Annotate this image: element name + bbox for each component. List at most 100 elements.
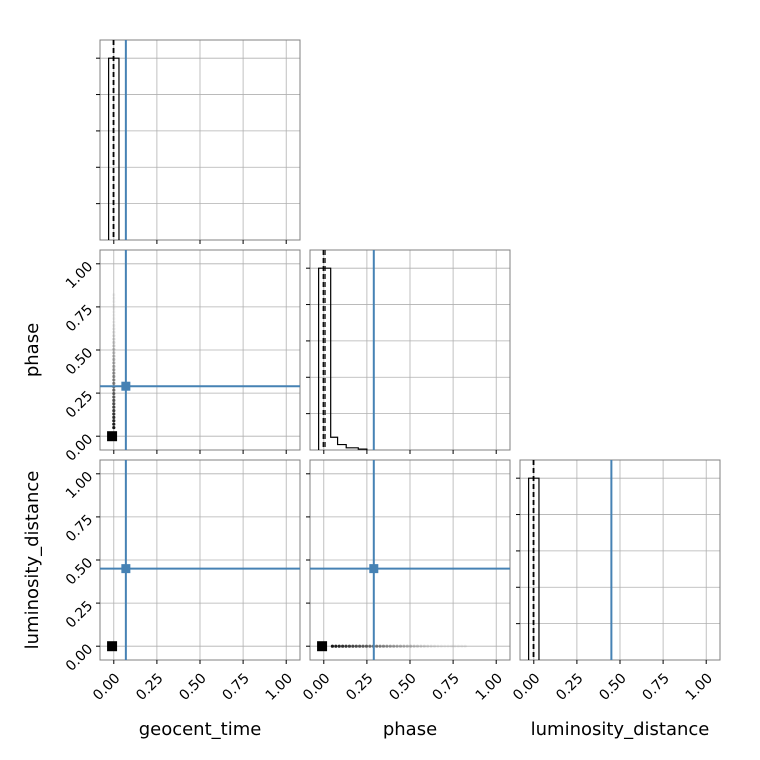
scatter-sample (112, 330, 116, 334)
scatter-sample (419, 644, 423, 648)
y-tick-label: 0.50 (63, 555, 96, 588)
scatter-sample (112, 340, 116, 345)
scatter-sample (358, 644, 362, 648)
truth-marker (121, 564, 131, 574)
x-tick-label: 0.00 (300, 670, 333, 703)
scatter-sample (402, 644, 406, 648)
x-axis-title-phase: phase (383, 719, 437, 740)
scatter-sample (429, 644, 433, 648)
scatter-sample (347, 644, 352, 648)
x-tick-label: 0.00 (90, 670, 123, 703)
scatter-sample (112, 395, 116, 399)
scatter-sample (112, 300, 116, 304)
scatter-sample (351, 644, 355, 648)
y-tick-label: 0.75 (63, 302, 96, 335)
scatter-sample (112, 327, 116, 331)
scatter-sample (112, 310, 116, 314)
scatter-sample (112, 398, 116, 402)
scatter-sample (344, 644, 348, 648)
scatter-sample (112, 381, 116, 385)
y-tick-label: 0.00 (63, 641, 96, 674)
panel-phase-vs-geocent_time (96, 249, 301, 454)
x-tick-label: 0.25 (553, 670, 586, 703)
panel-luminosity_distance-vs-phase (306, 459, 511, 664)
scatter-sample (112, 344, 116, 348)
histogram-phase (318, 267, 368, 450)
x-tick-label: 0.00 (510, 670, 543, 703)
scatter-sample (112, 405, 116, 409)
scatter-sample (112, 317, 116, 321)
panel-phase-vs-phase (306, 249, 511, 454)
scatter-sample (378, 644, 382, 648)
scatter-sample (460, 644, 464, 648)
y-tick-label: 1.00 (63, 469, 96, 502)
y-tick-label: 0.25 (63, 598, 96, 631)
y-tick-label: 0.50 (63, 345, 96, 378)
scatter-sample (398, 644, 403, 648)
scatter-sample (392, 644, 396, 648)
scatter-sample (375, 644, 379, 648)
scatter-sample (112, 347, 116, 351)
scatter-sample (112, 306, 116, 311)
scatter-sample (112, 408, 116, 413)
scatter-sample (405, 644, 409, 648)
scatter-sample (368, 644, 372, 648)
scatter-sample (361, 644, 365, 648)
scatter-sample (112, 388, 116, 392)
scatter-sample (337, 644, 341, 648)
scatter-sample (412, 644, 416, 648)
density-peak-marker (317, 641, 328, 652)
y-axis-title-phase: phase (22, 323, 43, 377)
scatter-sample (395, 644, 399, 648)
x-tick-label: 1.00 (473, 670, 506, 703)
y-tick-label: 1.00 (63, 259, 96, 292)
scatter-sample (112, 334, 116, 338)
x-axis-title-luminosity_distance: luminosity_distance (531, 719, 710, 740)
y-tick-label: 0.25 (63, 388, 96, 421)
scatter-sample (112, 313, 116, 317)
x-tick-label: 0.25 (133, 670, 166, 703)
panel-luminosity_distance-vs-geocent_time (96, 459, 301, 664)
scatter-sample (112, 374, 116, 379)
density-peak-marker (107, 641, 118, 652)
scatter-sample (112, 293, 116, 297)
scatter-sample (449, 644, 454, 648)
scatter-sample (112, 412, 116, 416)
scatter-sample (364, 644, 369, 648)
panel-geocent_time-vs-geocent_time (96, 39, 301, 244)
y-tick-label: 0.00 (63, 431, 96, 464)
scatter-sample (112, 371, 116, 375)
scatter-sample (112, 320, 116, 324)
truth-marker (121, 381, 131, 391)
scatter-sample (112, 354, 116, 358)
scatter-sample (463, 644, 467, 648)
scatter-sample (330, 644, 335, 648)
scatter-sample (112, 378, 116, 382)
scatter-sample (381, 644, 386, 648)
x-tick-label: 0.75 (430, 670, 463, 703)
x-tick-label: 0.25 (343, 670, 376, 703)
scatter-sample (112, 303, 116, 307)
x-tick-label: 0.50 (596, 670, 629, 703)
scatter-sample (409, 644, 413, 648)
scatter-sample (426, 644, 430, 648)
scatter-sample (443, 644, 447, 648)
scatter-sample (422, 644, 426, 648)
scatter-sample (112, 391, 116, 396)
scatter-sample (112, 415, 116, 419)
scatter-sample (112, 364, 116, 368)
scatter-sample (453, 644, 457, 648)
scatter-sample (354, 644, 358, 648)
scatter-sample (112, 323, 116, 328)
scatter-sample (112, 337, 116, 341)
scatter-sample (385, 644, 389, 648)
scatter-sample (436, 644, 440, 648)
scatter-sample (112, 402, 116, 406)
truth-marker (369, 564, 379, 574)
scatter-sample (446, 644, 450, 648)
x-tick-label: 0.75 (640, 670, 673, 703)
scatter-sample (112, 425, 116, 430)
x-tick-label: 0.75 (220, 670, 253, 703)
scatter-sample (341, 644, 345, 648)
